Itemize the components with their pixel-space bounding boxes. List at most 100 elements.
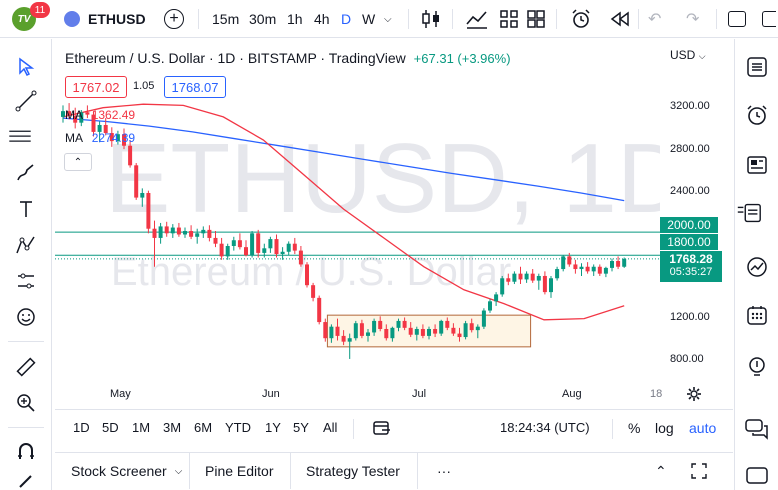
snapshot-button[interactable] — [762, 0, 776, 38]
undo-button[interactable]: ↶ — [648, 0, 661, 38]
ma-label: MA — [65, 108, 83, 122]
expand-panel-button[interactable]: ⌃ — [655, 453, 667, 489]
candle-body — [561, 256, 566, 270]
range-1m[interactable]: 1M — [132, 420, 151, 435]
buy-button[interactable]: 1768.07 — [164, 76, 226, 98]
compare-button[interactable]: + — [164, 0, 184, 38]
separator — [716, 9, 717, 29]
fib-tool[interactable] — [6, 123, 34, 151]
magnet-tool[interactable] — [12, 437, 40, 465]
candle-body — [451, 327, 456, 334]
watchlist-button[interactable] — [743, 53, 771, 81]
alerts-button[interactable] — [743, 101, 771, 129]
candle-body — [67, 111, 72, 116]
candle-body — [457, 333, 462, 338]
range-ytd[interactable]: YTD — [225, 420, 251, 435]
calendar-button[interactable] — [743, 301, 771, 329]
range-5y[interactable]: 5Y — [293, 420, 309, 435]
symbol-search-button[interactable]: ETHUSD — [64, 0, 146, 38]
interval-30m[interactable]: 30m — [249, 0, 276, 38]
chart-type-button[interactable] — [420, 0, 442, 38]
candles-icon — [422, 10, 439, 28]
undo-icon: ↶ — [648, 11, 662, 28]
candle-body — [305, 264, 309, 286]
range-5d[interactable]: 5D — [102, 420, 119, 435]
time-label: Jul — [412, 388, 427, 400]
candle-body — [103, 124, 108, 134]
maximize-panel-button[interactable] — [691, 453, 707, 489]
ruler-icon — [16, 357, 36, 377]
notifications-button[interactable] — [743, 463, 771, 490]
candle-body — [530, 273, 535, 281]
collapse-legend-button[interactable]: ⌃ — [64, 153, 92, 171]
interval-4h[interactable]: 4h — [314, 0, 330, 38]
alarm-clock-icon — [747, 105, 767, 125]
alert-button[interactable] — [570, 0, 592, 38]
interval-label: 30m — [249, 11, 277, 27]
zoom-tool[interactable] — [12, 389, 40, 417]
tab-pine-editor[interactable]: Pine Editor — [205, 453, 273, 489]
separator — [353, 419, 354, 439]
candle-body — [195, 233, 200, 237]
interval-15m[interactable]: 15m — [212, 0, 239, 38]
ma-fast-legend[interactable]: MA 1362.49 — [65, 108, 135, 122]
sell-button[interactable]: 1767.02 — [65, 76, 127, 98]
ethereum-icon — [64, 11, 80, 27]
emoji-tool[interactable] — [12, 303, 40, 331]
replay-button[interactable] — [610, 0, 630, 38]
fullscreen-button[interactable] — [728, 0, 746, 38]
brush-tool[interactable] — [12, 159, 40, 187]
lock-tool[interactable] — [12, 467, 40, 490]
price-axis[interactable]: USD ⌵ 3200.00 2800.00 2400.00 1200.00 80… — [660, 42, 732, 407]
chart-settings-button[interactable] — [686, 386, 702, 407]
separator — [452, 9, 453, 29]
chart-layer — [55, 103, 660, 359]
trendline-tool[interactable] — [12, 87, 40, 115]
candle-body — [170, 227, 175, 234]
tab-stock-screener[interactable]: Stock Screener ⌵ — [71, 453, 182, 489]
goto-date-button[interactable] — [372, 419, 392, 442]
range-1y[interactable]: 1Y — [265, 420, 281, 435]
layout-button[interactable] — [526, 0, 546, 38]
range-6m[interactable]: 6M — [194, 420, 213, 435]
legend-title: Ethereum / U.S. Dollar · 1D · BITSTAMP ·… — [65, 50, 406, 66]
interval-1h[interactable]: 1h — [287, 0, 303, 38]
data-window-button[interactable] — [735, 199, 763, 227]
interval-d[interactable]: D — [341, 0, 351, 38]
candle-body — [433, 328, 438, 334]
cursor-tool[interactable] — [12, 53, 40, 81]
range-all[interactable]: All — [323, 420, 338, 435]
templates-button[interactable] — [500, 0, 518, 38]
price-chart[interactable]: ETHUSD, 1D Ethereum / U.S. Dollar — [55, 42, 660, 382]
indicators-button[interactable] — [465, 0, 489, 38]
newspaper-icon — [747, 156, 767, 174]
currency-selector[interactable]: USD ⌵ — [670, 48, 706, 62]
candle-body — [341, 335, 346, 342]
interval-dropdown[interactable]: ⌵ — [384, 0, 392, 38]
ma-slow-legend[interactable]: MA 2274.39 — [65, 131, 135, 145]
text-tool[interactable] — [12, 195, 40, 223]
range-1d[interactable]: 1D — [73, 420, 90, 435]
hotlist-button[interactable] — [743, 253, 771, 281]
ideas-button[interactable] — [743, 353, 771, 381]
log-toggle[interactable]: log — [655, 420, 674, 436]
interval-w[interactable]: W — [362, 0, 375, 38]
candle-body — [158, 226, 163, 238]
candle-body — [79, 112, 84, 123]
redo-button[interactable]: ↷ — [686, 0, 699, 38]
pattern-tool[interactable] — [12, 231, 40, 259]
candle-body — [268, 239, 273, 249]
range-3m[interactable]: 3M — [163, 420, 182, 435]
timezone-clock[interactable]: 18:24:34 (UTC) — [500, 420, 590, 435]
measure-tool[interactable] — [12, 353, 40, 381]
news-button[interactable] — [743, 151, 771, 179]
prediction-tool[interactable] — [12, 267, 40, 295]
candle-body — [128, 145, 133, 166]
tab-label: Pine Editor — [205, 463, 274, 479]
more-tabs-button[interactable]: ··· — [437, 453, 451, 489]
candle-body — [262, 248, 267, 253]
auto-toggle[interactable]: auto — [689, 420, 717, 436]
percent-toggle[interactable]: % — [628, 420, 641, 436]
chats-button[interactable] — [743, 415, 771, 443]
tab-strategy-tester[interactable]: Strategy Tester — [306, 453, 400, 489]
